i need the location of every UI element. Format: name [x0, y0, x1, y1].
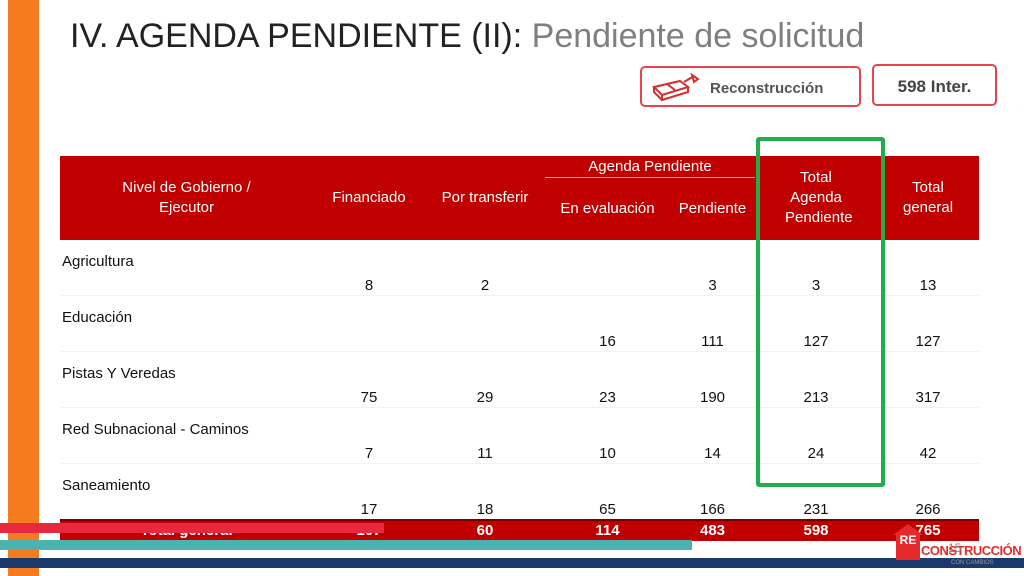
inter-count-badge: 598 Inter. — [872, 64, 997, 106]
cell-total-general: 266 — [877, 463, 980, 521]
cell-total-agenda: 3 — [755, 240, 878, 296]
cell-total-agenda: 24 — [755, 407, 878, 464]
header-total-general: Total general — [877, 156, 980, 240]
bricks-trowel-icon — [652, 73, 700, 102]
cell-total-general: 317 — [877, 351, 980, 408]
logo-re: RE — [896, 534, 920, 560]
title-main: IV. AGENDA PENDIENTE (II): — [70, 17, 523, 55]
page-number: 15 — [948, 541, 962, 555]
cell-en-evaluacion: 65 — [545, 463, 670, 521]
footer-stripe-red — [0, 523, 384, 533]
footer-stripe-navy — [0, 558, 1024, 568]
total-en-evaluacion: 114 — [545, 519, 670, 541]
reconstruccion-badge: Reconstrucción — [640, 66, 861, 107]
row-name: Pistas Y Veredas — [60, 351, 313, 408]
table-row: Pistas Y Veredas 75 29 23 190 213 317 — [60, 351, 980, 408]
header-financiado: Financiado — [313, 156, 425, 240]
logo-word: CONSTRUCCIÓN — [921, 543, 1022, 558]
inter-count-label: 598 Inter. — [897, 77, 972, 96]
cell-financiado: 8 — [313, 240, 425, 296]
cell-total-general: 13 — [877, 240, 980, 296]
footer-stripe-teal — [0, 540, 692, 550]
title-sub: Pendiente de solicitud — [531, 17, 865, 55]
cell-total-agenda: 213 — [755, 351, 878, 408]
cell-financiado: 17 — [313, 463, 425, 521]
cell-pendiente: 14 — [670, 407, 756, 464]
subheader-row: En evaluación Pendiente — [60, 177, 979, 240]
total-por-transferir: 60 — [425, 519, 545, 541]
cell-por-transferir: 2 — [425, 240, 545, 296]
header-en-evaluacion: En evaluación — [545, 177, 670, 240]
slide-title: IV. AGENDA PENDIENTE (II): Pendiente de … — [70, 14, 864, 58]
cell-total-agenda: 127 — [755, 295, 878, 352]
header-pendiente: Pendiente — [670, 177, 756, 240]
cell-financiado: 75 — [313, 351, 425, 408]
table-row: Educación 16 111 127 127 — [60, 295, 980, 352]
header-por-transferir: Por transferir — [425, 156, 545, 240]
reconstruccion-logo: RE CONSTRUCCIÓN CON CAMBIOS — [893, 524, 1022, 572]
reconstruccion-label: Reconstrucción — [710, 80, 824, 97]
agenda-table: Nivel de Gobierno / Ejecutor Financiado … — [60, 156, 980, 541]
cell-total-general: 42 — [877, 407, 980, 464]
cell-en-evaluacion: 16 — [545, 295, 670, 352]
cell-financiado — [313, 295, 425, 352]
left-accent-bar — [8, 0, 39, 576]
cell-por-transferir: 29 — [425, 351, 545, 408]
total-agenda-highlight — [756, 137, 885, 487]
total-total-agenda: 598 — [755, 519, 878, 541]
cell-por-transferir: 18 — [425, 463, 545, 521]
cell-pendiente: 3 — [670, 240, 756, 296]
cell-en-evaluacion — [545, 240, 670, 296]
row-name: Red Subnacional - Caminos — [60, 407, 313, 464]
row-name: Educación — [60, 295, 313, 352]
header-row: Nivel de Gobierno / Ejecutor Financiado … — [60, 156, 980, 240]
cell-en-evaluacion: 10 — [545, 407, 670, 464]
total-pendiente: 483 — [670, 519, 756, 541]
logo-tagline: CON CAMBIOS — [951, 560, 994, 566]
cell-por-transferir: 11 — [425, 407, 545, 464]
row-name: Saneamiento — [60, 463, 313, 521]
cell-en-evaluacion: 23 — [545, 351, 670, 408]
cell-total-agenda: 231 — [755, 463, 878, 521]
table-row: Saneamiento 17 18 65 166 231 266 — [60, 463, 980, 521]
header-nivel: Nivel de Gobierno / Ejecutor — [60, 156, 313, 240]
cell-pendiente: 111 — [670, 295, 756, 352]
row-name: Agricultura — [60, 240, 313, 296]
logo-roof-icon — [893, 524, 923, 535]
table-row: Red Subnacional - Caminos 7 11 10 14 24 … — [60, 407, 980, 464]
header-total-agenda: Total Agenda Pendiente — [755, 156, 878, 240]
cell-por-transferir — [425, 295, 545, 352]
table-row: Agricultura 8 2 3 3 13 — [60, 240, 980, 296]
header-agenda-pendiente: Agenda Pendiente — [545, 156, 756, 178]
cell-pendiente: 190 — [670, 351, 756, 408]
cell-pendiente: 166 — [670, 463, 756, 521]
cell-total-general: 127 — [877, 295, 980, 352]
cell-financiado: 7 — [313, 407, 425, 464]
